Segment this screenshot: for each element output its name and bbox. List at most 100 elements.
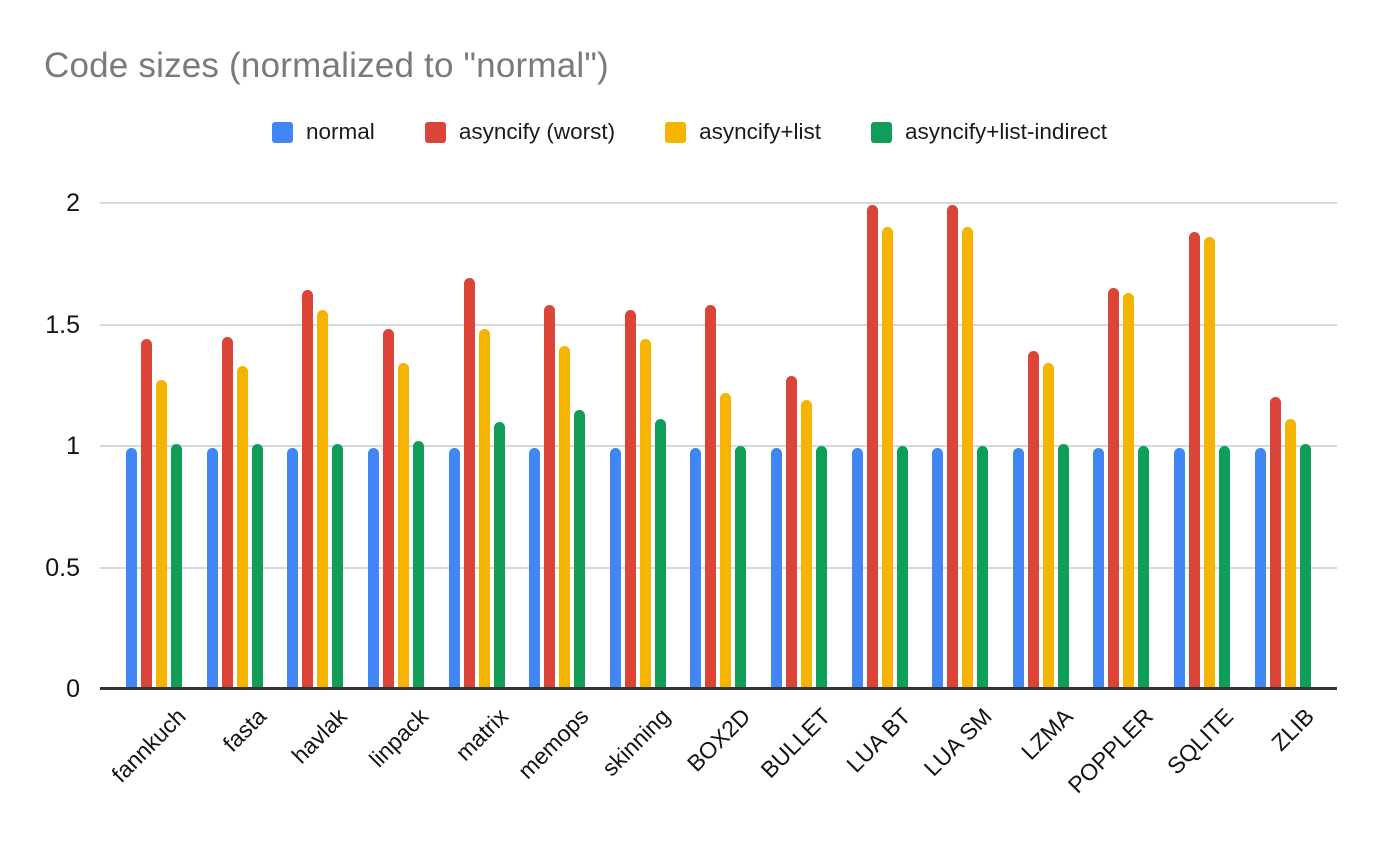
bar-group-poppler: [1081, 141, 1162, 689]
bar-asyncify-worst-bullet: [786, 375, 798, 689]
bar-group-matrix: [436, 141, 517, 689]
x-axis-labels: fannkuch fasta havlak linpack matrix memops sk…: [100, 689, 1337, 809]
bar-asyncify-list-indirect-lua-bt: [896, 446, 908, 689]
bar-group-fannkuch: [114, 141, 195, 689]
plot-area: 0 0.5 1 1.5 2 fannkuch fasta havlak linpack matr…: [45, 141, 1337, 798]
bar-group-bullet: [759, 141, 840, 689]
bar-group-memops: [517, 141, 598, 689]
bar-normal-fasta: [206, 448, 218, 689]
y-tick-label-1: 1: [66, 432, 80, 460]
bar-group-fasta: [195, 141, 276, 689]
x-tick-label-sqlite: SQLITE: [1162, 703, 1239, 780]
bar-asyncify-list-lua-bt: [881, 227, 893, 689]
legend-label-asyncify-list-indirect: asyncify+list-indirect: [905, 119, 1107, 144]
bar-normal-havlak: [287, 448, 299, 689]
bar-normal-linpack: [368, 448, 380, 689]
bar-normal-lzma: [1012, 448, 1024, 689]
gridline-2: [100, 202, 1337, 204]
bar-asyncify-list-indirect-lzma: [1057, 443, 1069, 689]
bar-asyncify-list-bullet: [801, 399, 813, 689]
legend-item-normal: normal: [272, 119, 375, 145]
y-tick-label-0.5: 0.5: [45, 553, 80, 582]
bar-asyncify-worst-sqlite: [1189, 232, 1201, 689]
bar-groups: [114, 141, 1323, 689]
bar-normal-lua-bt: [851, 448, 863, 689]
bar-asyncify-list-lzma: [1042, 363, 1054, 689]
bar-normal-sqlite: [1174, 448, 1186, 689]
legend-item-asyncify-worst: asyncify (worst): [424, 119, 616, 145]
bar-asyncify-list-indirect-skinning: [654, 419, 666, 689]
x-tick-label-zlib: ZLIB: [1266, 703, 1320, 756]
bar-asyncify-list-indirect-lua-sm: [977, 446, 989, 689]
bar-asyncify-worst-fannkuch: [141, 339, 153, 689]
x-tick-label-lua-bt: LUA BT: [841, 703, 917, 778]
legend-label-asyncify-list: asyncify+list: [699, 119, 822, 144]
bar-asyncify-list-matrix: [478, 329, 490, 689]
bar-asyncify-list-indirect-bullet: [816, 446, 828, 689]
x-tick-label-linpack: linpack: [363, 703, 433, 773]
bar-asyncify-list-zlib: [1284, 419, 1296, 689]
bar-group-skinning: [598, 141, 679, 689]
x-tick-label-lzma: LZMA: [1015, 703, 1078, 765]
bar-asyncify-list-indirect-box2d: [735, 446, 747, 689]
bar-normal-box2d: [690, 448, 702, 689]
bar-asyncify-list-havlak: [317, 309, 329, 689]
x-axis-line: [100, 687, 1337, 690]
bar-asyncify-list-fasta: [236, 365, 248, 689]
bar-group-linpack: [356, 141, 437, 689]
legend-item-asyncify-list-indirect: asyncify+list-indirect: [871, 119, 1107, 145]
gridline-1: [100, 445, 1337, 447]
y-tick-label-2: 2: [66, 189, 80, 217]
bar-normal-memops: [529, 448, 541, 689]
x-tick-label-havlak: havlak: [286, 703, 352, 769]
x-tick-label-bullet: BULLET: [755, 703, 836, 783]
bar-group-lua-sm: [920, 141, 1001, 689]
bar-group-lua-bt: [839, 141, 920, 689]
bar-normal-skinning: [609, 448, 621, 689]
bar-asyncify-list-fannkuch: [156, 380, 168, 689]
legend-swatch-asyncify-worst: [424, 121, 446, 143]
legend-swatch-asyncify-list-indirect: [871, 121, 893, 143]
bar-normal-lua-sm: [932, 448, 944, 689]
bar-asyncify-list-indirect-sqlite: [1219, 446, 1231, 689]
bar-asyncify-list-poppler: [1123, 292, 1135, 689]
bar-asyncify-worst-box2d: [705, 305, 717, 689]
x-tick-label-skinning: skinning: [596, 703, 675, 782]
x-tick-label-matrix: matrix: [450, 703, 514, 766]
legend-swatch-asyncify-list: [665, 121, 687, 143]
bar-asyncify-worst-lua-sm: [947, 205, 959, 689]
bar-asyncify-worst-matrix: [463, 278, 475, 689]
legend: normal asyncify (worst) asyncify+list async…: [0, 119, 1379, 145]
bar-group-lzma: [1001, 141, 1082, 689]
chart-title: Code sizes (normalized to "normal"): [44, 46, 609, 85]
bar-asyncify-list-indirect-havlak: [332, 443, 344, 689]
legend-label-normal: normal: [306, 119, 375, 144]
bar-asyncify-list-indirect-fasta: [251, 443, 263, 689]
bar-asyncify-list-indirect-zlib: [1299, 443, 1311, 689]
bar-asyncify-list-memops: [559, 346, 571, 689]
bar-group-sqlite: [1162, 141, 1243, 689]
bar-asyncify-worst-memops: [544, 305, 556, 689]
bar-asyncify-worst-skinning: [624, 309, 636, 689]
bar-asyncify-list-sqlite: [1204, 237, 1216, 689]
bar-asyncify-list-indirect-matrix: [493, 421, 505, 689]
bar-asyncify-list-indirect-fannkuch: [171, 443, 183, 689]
legend-label-asyncify-worst: asyncify (worst): [458, 119, 616, 144]
legend-swatch-normal: [272, 121, 294, 143]
bar-asyncify-list-box2d: [720, 392, 732, 689]
x-tick-label-lua-sm: LUA SM: [918, 703, 997, 782]
bar-asyncify-list-indirect-linpack: [413, 441, 425, 689]
legend-item-asyncify-list: asyncify+list: [665, 119, 821, 145]
bar-asyncify-list-skinning: [639, 339, 651, 689]
bar-normal-zlib: [1254, 448, 1266, 689]
x-tick-label-memops: memops: [512, 703, 594, 784]
x-tick-label-poppler: POPPLER: [1062, 703, 1158, 799]
bar-asyncify-worst-zlib: [1269, 397, 1281, 689]
gridline-0.5: [100, 566, 1337, 569]
bar-asyncify-worst-fasta: [221, 336, 233, 689]
y-axis-labels: 0 0.5 1 1.5 2: [34, 141, 90, 703]
bar-asyncify-list-indirect-memops: [574, 409, 586, 689]
bar-normal-fannkuch: [126, 448, 138, 689]
bar-asyncify-worst-poppler: [1108, 288, 1120, 689]
